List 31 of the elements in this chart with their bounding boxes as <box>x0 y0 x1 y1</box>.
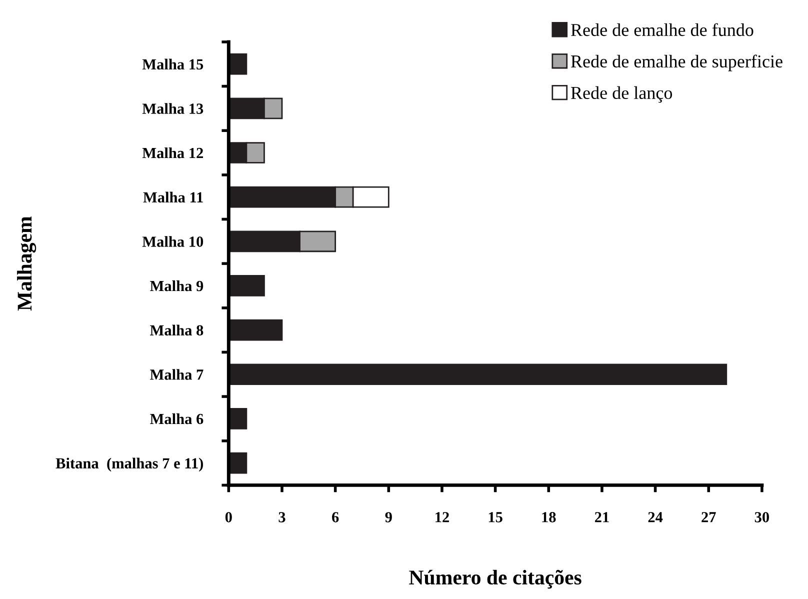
x-tick-label: 15 <box>488 512 502 522</box>
y-tick-label: Malha 8 <box>150 324 204 336</box>
y-tick-label: Malha 7 <box>150 369 204 380</box>
legend-label: Rede de emalhe de fundo <box>570 23 754 36</box>
x-tick-label: 9 <box>385 512 392 522</box>
x-axis-title: Número de citações <box>409 570 582 589</box>
y-tick-label: Malha 11 <box>143 192 203 203</box>
y-tick-label: Malha 13 <box>142 103 204 114</box>
x-tick-label: 3 <box>278 512 286 522</box>
legend-label: Rede de lanço <box>570 86 672 103</box>
y-tick-label: Malha 6 <box>150 413 204 424</box>
y-tick-label: Bitana (malhas 7 e 11) <box>56 458 203 472</box>
bar <box>228 364 728 386</box>
x-tick-label: 21 <box>594 512 609 522</box>
legend-label: Rede de emalhe de superficie <box>570 54 782 72</box>
bar <box>228 275 265 296</box>
y-tick-label: Malha 15 <box>142 58 204 70</box>
bar <box>228 319 283 341</box>
x-tick-label: 27 <box>702 512 716 522</box>
y-tick-label: Malha 12 <box>142 147 204 158</box>
x-tick-label: 18 <box>542 512 556 522</box>
y-tick-label: Malha 10 <box>142 236 204 247</box>
x-tick-label: 12 <box>436 512 449 522</box>
bar <box>228 53 248 75</box>
x-tick-label: 0 <box>225 512 232 522</box>
y-axis-title: Malhagem <box>17 216 36 311</box>
x-tick-label: 30 <box>754 512 769 522</box>
bar <box>228 408 248 430</box>
x-tick-label: 6 <box>332 512 339 522</box>
y-tick-label: Malha 9 <box>150 280 204 292</box>
x-tick-label: 24 <box>648 512 663 522</box>
